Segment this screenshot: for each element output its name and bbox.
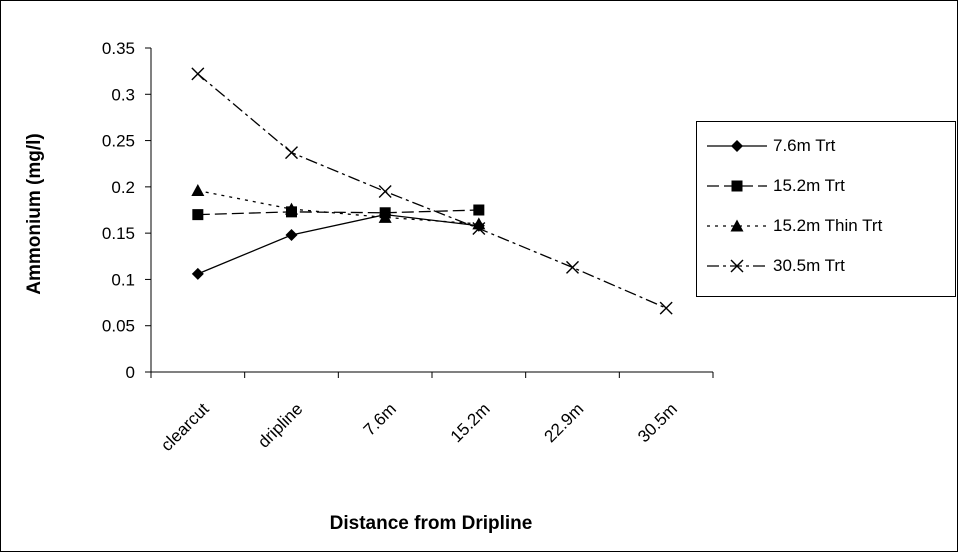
y-tick-label: 0.3 xyxy=(111,85,135,104)
y-tick-label: 0 xyxy=(126,363,135,382)
marker-diamond xyxy=(731,140,743,152)
legend-swatch xyxy=(707,180,767,192)
x-tick-label: 30.5m xyxy=(634,399,681,446)
series-0 xyxy=(191,208,485,280)
legend-item: 30.5m Trt xyxy=(697,254,955,278)
y-tick-label: 0.15 xyxy=(102,224,135,243)
marker-diamond xyxy=(191,267,204,280)
series-2 xyxy=(191,184,486,230)
legend-item: 15.2m Trt xyxy=(697,174,955,198)
legend-label: 30.5m Trt xyxy=(773,256,845,275)
legend-swatch xyxy=(707,140,767,152)
legend-swatch xyxy=(707,219,767,232)
legend-swatch xyxy=(707,259,767,273)
marker-x xyxy=(191,67,205,81)
axes: 0 0.05 0.1 0.15 0.2 0.25 0.3 0.35 clearcut dripli… xyxy=(102,39,714,455)
marker-x xyxy=(472,222,486,236)
series-line xyxy=(197,73,667,309)
legend-item: 15.2m Thin Trt xyxy=(697,214,955,238)
marker-x xyxy=(730,259,744,273)
series-line xyxy=(197,213,479,275)
marker-x xyxy=(378,184,392,198)
marker-triangle xyxy=(285,202,298,215)
y-tick-label: 0.05 xyxy=(102,317,135,336)
marker-square xyxy=(192,209,204,221)
marker-triangle xyxy=(191,184,205,197)
x-tick-label: 15.2m xyxy=(447,399,494,446)
legend: 7.6m Trt 15.2m Trt 15.2m Thin Trt 30.5m Trt xyxy=(696,121,956,297)
marker-triangle xyxy=(378,210,392,223)
marker-triangle xyxy=(472,217,486,230)
x-axis-label: Distance from Dripline xyxy=(329,513,533,534)
x-tick-label: dripline xyxy=(254,399,306,451)
series-line xyxy=(197,209,479,216)
marker-diamond xyxy=(285,228,298,241)
legend-item: 7.6m Trt xyxy=(697,134,955,158)
y-tick-label: 0.35 xyxy=(102,39,135,58)
x-tick-label: 22.9m xyxy=(540,399,587,446)
series-line xyxy=(197,189,479,225)
marker-square xyxy=(731,180,743,192)
x-tick-label: 7.6m xyxy=(360,399,400,439)
marker-x xyxy=(285,146,298,160)
marker-square xyxy=(473,204,485,216)
y-tick-label: 0.25 xyxy=(102,132,135,151)
x-tick-label: clearcut xyxy=(157,399,213,455)
y-tick-label: 0.1 xyxy=(111,270,135,289)
legend-label: 15.2m Thin Trt xyxy=(773,216,883,235)
series-layer xyxy=(191,67,673,315)
marker-triangle xyxy=(730,219,744,232)
legend-label: 7.6m Trt xyxy=(773,136,836,155)
y-axis-label: Ammonium (mg/l) xyxy=(24,133,45,295)
y-tick-label: 0.2 xyxy=(111,178,135,197)
series-1 xyxy=(192,204,485,221)
marker-x xyxy=(659,301,673,315)
series-3 xyxy=(191,67,673,315)
legend-label: 15.2m Trt xyxy=(773,176,845,195)
marker-x xyxy=(566,260,579,274)
